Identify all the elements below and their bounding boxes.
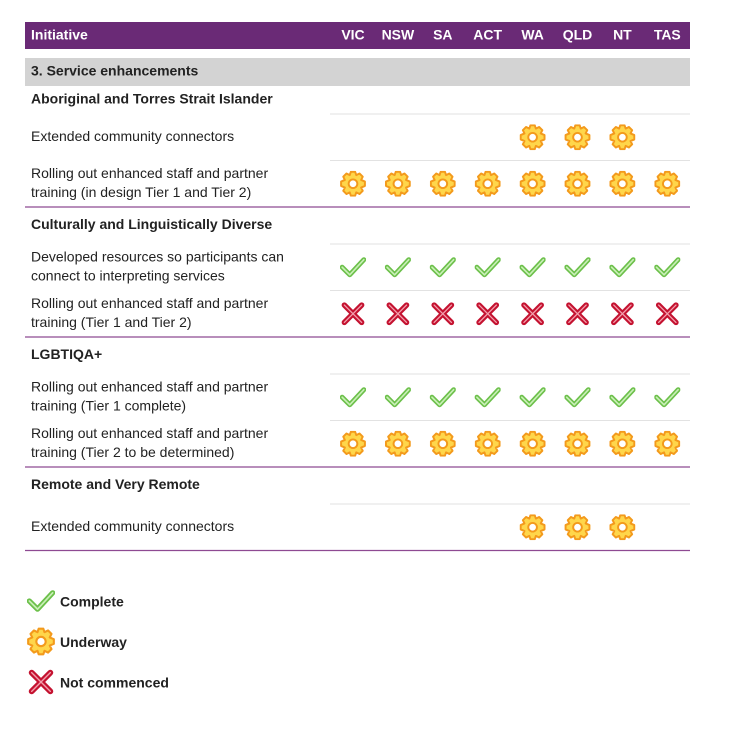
status-icon [429,430,456,457]
status-icon [432,260,454,275]
status-icon [659,305,676,322]
status-icon [342,260,364,275]
column-header: NSW [382,27,415,43]
status-icon [567,390,589,405]
status-icon [519,514,546,541]
legend-icon [27,627,55,656]
status-icon [656,390,678,405]
status-icon [340,170,366,197]
section-bar [25,58,690,86]
status-icon [344,305,361,322]
status-icon [474,170,501,197]
status-icon [477,390,499,405]
status-icon [340,430,366,457]
status-icon [614,305,631,322]
row-label: Extended community connectors [31,518,234,534]
status-icon [612,390,634,405]
row-label: training (Tier 2 to be determined) [31,444,234,460]
row-label: Rolling out enhanced staff and partner [31,425,268,441]
status-icon [609,514,636,541]
legend-label: Underway [60,634,127,650]
legend-icon [32,673,51,692]
row-label: Developed resources so participants can [31,248,284,264]
column-header: TAS [654,27,681,43]
section-title: 3. Service enhancements [31,63,199,79]
status-icon [609,430,636,457]
status-icon [342,390,364,405]
row-label: training (Tier 1 and Tier 2) [31,314,192,330]
status-icon [429,170,456,197]
group-title: Culturally and Linguistically Diverse [31,216,272,232]
status-icon [612,260,634,275]
status-icon [477,260,499,275]
row-label: connect to interpreting services [31,267,225,283]
status-icon [564,430,591,457]
row-label: Rolling out enhanced staff and partner [31,165,268,181]
column-header: NT [613,27,632,43]
row-label: training (Tier 1 complete) [31,397,186,413]
status-icon [524,305,541,322]
legend-icon [29,593,52,609]
legend-label: Complete [60,594,124,610]
status-icon [609,170,636,197]
row-label: Rolling out enhanced staff and partner [31,378,268,394]
status-icon [656,260,678,275]
status-icon [564,514,591,541]
status-icon [385,430,411,457]
row-label: Extended community connectors [31,128,234,144]
status-icon [519,430,546,457]
row-label: Rolling out enhanced staff and partner [31,295,268,311]
status-icon [569,305,586,322]
status-icon [387,260,409,275]
group-title: Aboriginal and Torres Strait Islander [31,91,273,107]
group-title: LGBTIQA+ [31,346,102,362]
group-title: Remote and Very Remote [31,476,200,492]
status-icon [564,124,591,151]
header-bar [25,22,690,49]
column-header: Initiative [31,27,88,43]
status-icon [654,430,681,457]
status-icon [387,390,409,405]
status-icon [564,170,591,197]
status-icon [434,305,451,322]
status-icon [519,170,546,197]
column-header: VIC [341,27,364,43]
status-icon [432,390,454,405]
status-icon [522,260,544,275]
column-header: WA [521,27,544,43]
status-icon [479,305,496,322]
column-header: SA [433,27,452,43]
status-icon [522,390,544,405]
legend-label: Not commenced [60,675,169,691]
status-icon [519,124,546,151]
status-icon [654,170,681,197]
column-header: QLD [563,27,593,43]
column-header: ACT [473,27,502,43]
status-icon [609,124,636,151]
status-icon [385,170,411,197]
status-icon [474,430,501,457]
status-icon [567,260,589,275]
row-label: training (in design Tier 1 and Tier 2) [31,184,251,200]
status-icon [389,305,406,322]
